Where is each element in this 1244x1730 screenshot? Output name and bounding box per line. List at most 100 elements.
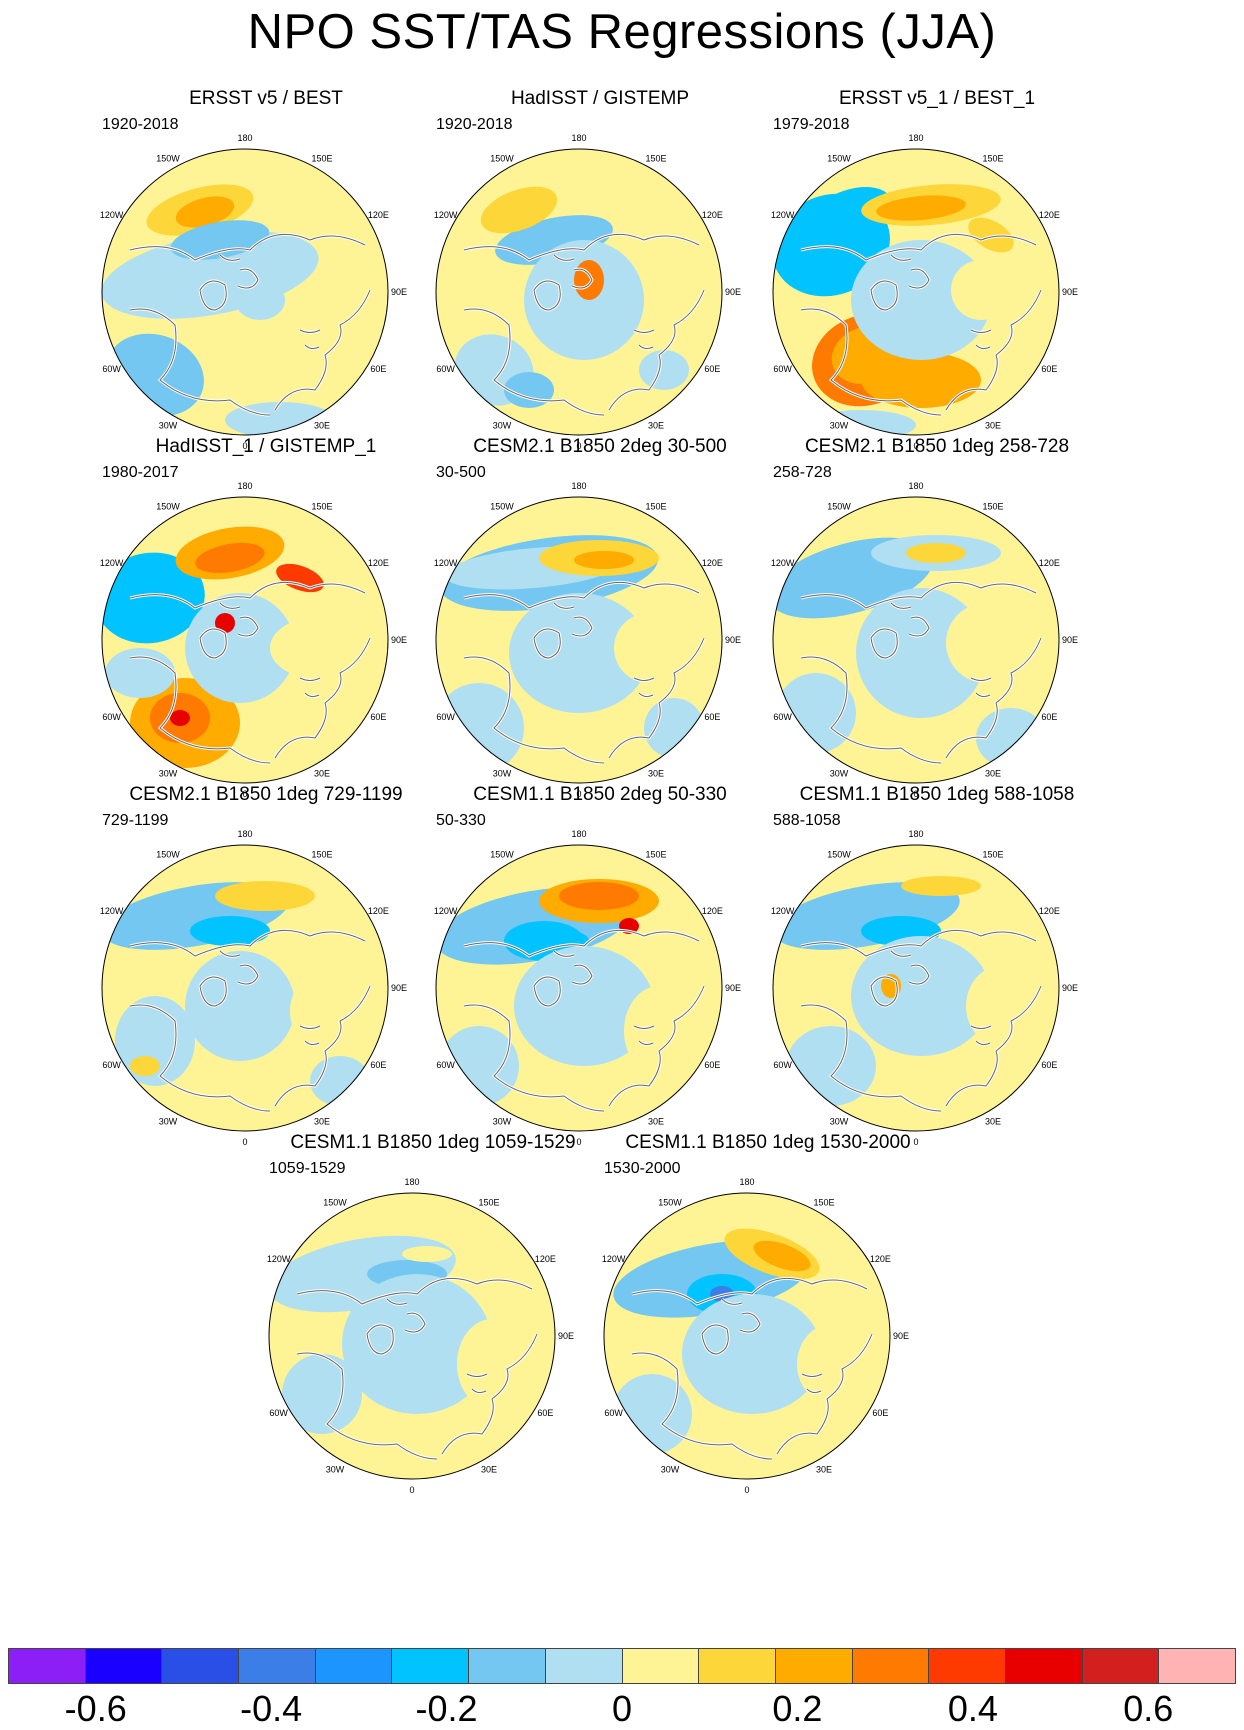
longitude-label: 150W bbox=[827, 850, 851, 860]
map-border bbox=[268, 1192, 556, 1480]
anomaly-contour bbox=[851, 936, 991, 1056]
colorbar-tick-label: 0.2 bbox=[772, 1688, 823, 1729]
map-panel: CESM1.1 B1850 1deg 1059-1529 1059-1529 180… bbox=[253, 1132, 633, 1502]
longitude-label: 150E bbox=[982, 154, 1003, 164]
anomaly-contour bbox=[797, 1324, 867, 1404]
colorbar-swatch bbox=[239, 1649, 316, 1683]
colorbar-swatch bbox=[85, 1649, 163, 1683]
anomaly-contour bbox=[946, 603, 1026, 683]
longitude-label: 150W bbox=[156, 154, 180, 164]
longitude-label: 150E bbox=[311, 154, 332, 164]
longitude-label: 120W bbox=[602, 1254, 626, 1264]
map-panel: CESM2.1 B1850 2deg 30-500 30-500 180 150E 12… bbox=[420, 436, 800, 806]
longitude-label: 90E bbox=[391, 635, 407, 645]
longitude-label: 150W bbox=[658, 1198, 682, 1208]
longitude-label: 90W bbox=[267, 1331, 268, 1341]
polar-map: 180 150E 120E 90E 60E 30E 0 30W 60W 90W 120W 150W bbox=[267, 1177, 574, 1494]
longitude-label: 60E bbox=[370, 364, 386, 374]
longitude-label: 150E bbox=[645, 154, 666, 164]
map-border bbox=[772, 844, 1060, 1132]
anomaly-contour bbox=[876, 195, 966, 221]
longitude-label: 120W bbox=[100, 906, 124, 916]
longitude-label: 150E bbox=[982, 850, 1003, 860]
longitude-label: 60W bbox=[773, 712, 792, 722]
longitude-label: 150W bbox=[490, 154, 514, 164]
longitude-label: 120W bbox=[100, 558, 124, 568]
map-panel: CESM2.1 B1850 1deg 729-1199 729-1199 180 15… bbox=[86, 784, 466, 1154]
longitude-label: 90E bbox=[391, 287, 407, 297]
longitude-label: 60E bbox=[370, 712, 386, 722]
coastline bbox=[129, 929, 371, 1112]
colorbar-swatch bbox=[162, 1649, 240, 1683]
longitude-label: 150W bbox=[156, 850, 180, 860]
longitude-label: 0 bbox=[576, 441, 581, 450]
panel-years: 1980-2017 bbox=[102, 464, 179, 481]
anomaly-contour bbox=[175, 196, 235, 228]
longitude-label: 0 bbox=[913, 441, 918, 450]
longitude-label: 150W bbox=[490, 502, 514, 512]
longitude-label: 30E bbox=[481, 1464, 497, 1474]
colorbar-tick-label: 0 bbox=[611, 1688, 633, 1729]
colorbar bbox=[8, 1648, 1236, 1684]
longitude-label: 60W bbox=[102, 1060, 121, 1070]
map-panel: CESM1.1 B1850 2deg 50-330 50-330 180 150E 12… bbox=[420, 784, 800, 1154]
figure-title: NPO SST/TAS Regressions (JJA) bbox=[247, 5, 997, 59]
longitude-label: 180 bbox=[237, 829, 252, 839]
longitude-label: 150E bbox=[645, 502, 666, 512]
anomaly-contour bbox=[185, 951, 295, 1061]
colorbar-tick-label: 0.4 bbox=[947, 1688, 998, 1729]
longitude-label: 180 bbox=[571, 481, 586, 491]
longitude-label: 60W bbox=[436, 712, 455, 722]
anomaly-contour bbox=[644, 698, 704, 758]
map-border bbox=[435, 844, 723, 1132]
longitude-label: 90W bbox=[771, 983, 772, 993]
polar-map: 180 150E 120E 90E 60E 30E 0 30W 60W 90W 120W 150W bbox=[100, 829, 407, 1146]
longitude-label: 120W bbox=[771, 210, 795, 220]
map-panel: CESM1.1 B1850 1deg 1530-2000 1530-2000 180… bbox=[588, 1132, 968, 1502]
longitude-label: 60E bbox=[704, 364, 720, 374]
longitude-label: 150E bbox=[311, 502, 332, 512]
anomaly-contour bbox=[102, 552, 205, 644]
longitude-label: 60E bbox=[704, 712, 720, 722]
polar-map: 180 150E 120E 90E 60E 30E 0 30W 60W 90W 120W 150W bbox=[100, 481, 407, 798]
colorbar-swatch bbox=[1005, 1649, 1083, 1683]
panel-title: CESM1.1 B1850 1deg 1530-2000 bbox=[625, 1132, 911, 1153]
longitude-label: 90W bbox=[434, 983, 435, 993]
panel-years: 588-1058 bbox=[773, 812, 841, 829]
colorbar-swatch bbox=[699, 1649, 776, 1683]
longitude-label: 60W bbox=[436, 1060, 455, 1070]
longitude-label: 60E bbox=[1041, 1060, 1057, 1070]
longitude-label: 90E bbox=[391, 983, 407, 993]
longitude-label: 120W bbox=[267, 1254, 291, 1264]
anomaly-contour bbox=[402, 1246, 452, 1262]
longitude-label: 180 bbox=[571, 133, 586, 143]
longitude-label: 120E bbox=[1039, 210, 1060, 220]
map-panel: HadISST / GISTEMP 1920-2018 180 150E 120E 90E… bbox=[420, 88, 800, 458]
longitude-label: 0 bbox=[576, 789, 581, 798]
anomaly-contour bbox=[906, 543, 966, 563]
longitude-label: 120W bbox=[434, 906, 458, 916]
anomaly-contour bbox=[624, 986, 694, 1076]
map-border bbox=[772, 496, 1060, 784]
colorbar-swatch bbox=[1082, 1649, 1160, 1683]
anomaly-contour bbox=[966, 966, 1036, 1046]
coastline bbox=[631, 1277, 873, 1460]
map-border bbox=[101, 148, 389, 436]
longitude-label: 60W bbox=[102, 364, 121, 374]
longitude-label: 150E bbox=[478, 1198, 499, 1208]
longitude-label: 120W bbox=[771, 558, 795, 568]
anomaly-contour bbox=[282, 1354, 362, 1434]
polar-map: 180 150E 120E 90E 60E 30E 0 30W 60W 90W 120W 150W bbox=[602, 1177, 909, 1494]
polar-map: 180 150E 120E 90E 60E 30E 0 30W 60W 90W 120W 150W bbox=[434, 481, 741, 798]
anomaly-contour bbox=[190, 916, 270, 946]
panel-title: ERSST v5 / BEST bbox=[189, 88, 343, 109]
anomaly-contour bbox=[270, 618, 360, 678]
panel-title: CESM2.1 B1850 1deg 258-728 bbox=[804, 436, 1070, 457]
longitude-label: 0 bbox=[242, 441, 247, 450]
longitude-label: 150W bbox=[323, 1198, 347, 1208]
anomaly-contour bbox=[574, 551, 634, 569]
polar-map: 180 150E 120E 90E 60E 30E 0 30W 60W 90W 120W 150W bbox=[434, 829, 741, 1146]
longitude-label: 60E bbox=[872, 1408, 888, 1418]
longitude-label: 180 bbox=[908, 829, 923, 839]
longitude-label: 0 bbox=[242, 789, 247, 798]
